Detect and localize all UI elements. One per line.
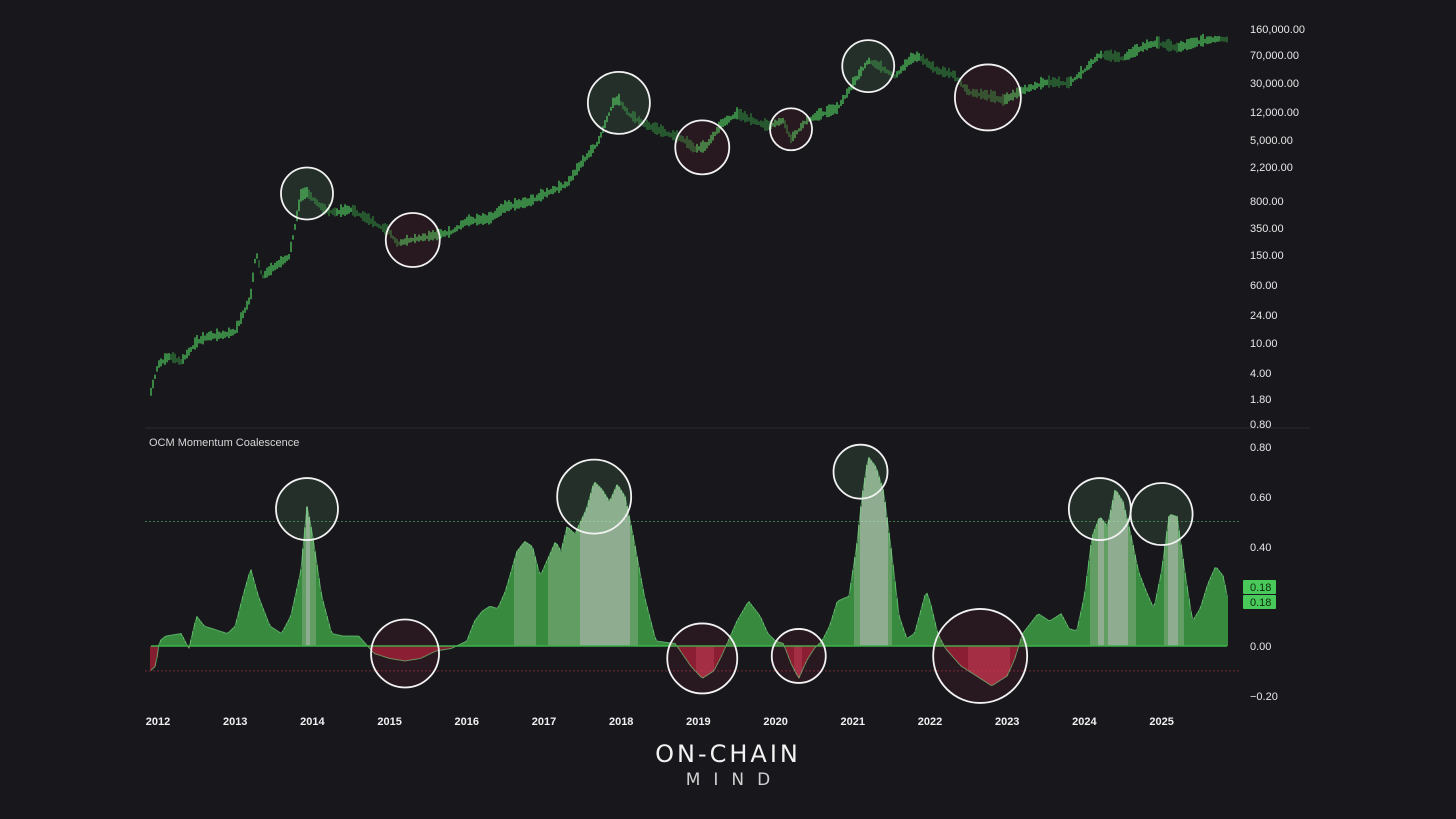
price-y-tick-label: 10.00 <box>1250 338 1278 350</box>
oscillator-y-tick-label: 0.80 <box>1250 442 1271 454</box>
last-value-badge <box>1243 595 1276 609</box>
price-y-tick-label: 12,000.00 <box>1250 107 1299 119</box>
osc-trough-highlight-circle <box>770 628 827 684</box>
x-tick-label-year: 2023 <box>995 716 1019 728</box>
price-peak-highlight-circle <box>280 166 334 221</box>
price-y-tick-label: 5,000.00 <box>1250 135 1293 147</box>
x-tick-label-year: 2024 <box>1072 716 1097 728</box>
price-y-tick-label: 2,200.00 <box>1250 162 1293 174</box>
oscillator-y-tick-label: 0.60 <box>1250 492 1271 504</box>
oscillator-title: OCM Momentum Coalescence <box>149 437 299 449</box>
x-tick-label-year: 2017 <box>532 716 556 728</box>
oscillator-y-tick-label: 0.00 <box>1250 641 1271 653</box>
osc-peak-highlight-circle <box>832 443 889 500</box>
oscillator-y-tick-label: 0.40 <box>1250 542 1271 554</box>
osc-peak-highlight-circle <box>556 458 633 535</box>
price-y-tick-label: 30,000.00 <box>1250 78 1299 90</box>
last-value-badge-text: 0.18 <box>1250 582 1271 594</box>
osc-peak-highlight-circle <box>1129 482 1194 546</box>
osc-peak-highlight-circle <box>1067 477 1132 541</box>
x-tick-label-year: 2025 <box>1149 716 1173 728</box>
oscillator-panel <box>150 456 1228 686</box>
osc-trough-highlight-circle <box>666 622 739 695</box>
price-y-tick-label: 60.00 <box>1250 280 1278 292</box>
last-value-badge <box>1243 580 1276 594</box>
x-tick-label-year: 2020 <box>763 716 787 728</box>
price-y-tick-label: 1.80 <box>1250 394 1271 406</box>
x-tick-label-year: 2015 <box>377 716 401 728</box>
annotation-layer <box>275 39 1194 704</box>
x-tick-label-year: 2022 <box>918 716 942 728</box>
price-trough-highlight-circle <box>384 212 441 268</box>
price-y-tick-label: 150.00 <box>1250 250 1284 262</box>
price-y-tick-label: 0.80 <box>1250 419 1271 431</box>
x-tick-label-year: 2019 <box>686 716 710 728</box>
brand-logo: ON-CHAIN MIND <box>0 740 1456 790</box>
brand-line-1: ON-CHAIN <box>655 740 801 768</box>
oscillator-y-tick-label: −0.20 <box>1250 691 1278 703</box>
axis-layer: 160,000.00 70,000.00 30,000.00 12,000.00 5,0… <box>146 24 1305 728</box>
last-value-badge-text: 0.18 <box>1250 597 1271 609</box>
osc-trough-highlight-circle <box>932 608 1029 704</box>
oscillator-outline <box>150 456 1228 686</box>
osc-peak-highlight-circle <box>275 477 339 541</box>
x-tick-label-year: 2012 <box>146 716 170 728</box>
osc-trough-highlight-circle <box>370 618 440 689</box>
x-tick-label-year: 2013 <box>223 716 247 728</box>
x-tick-label-year: 2018 <box>609 716 633 728</box>
x-tick-label-year: 2016 <box>455 716 479 728</box>
price-y-tick-label: 70,000.00 <box>1250 50 1299 62</box>
price-y-tick-label: 4.00 <box>1250 368 1271 380</box>
x-tick-label-year: 2021 <box>841 716 865 728</box>
price-y-tick-label: 160,000.00 <box>1250 24 1305 36</box>
price-trough-highlight-circle <box>674 119 731 176</box>
grid-layer <box>145 427 1310 672</box>
price-panel <box>150 33 1228 396</box>
brand-line-2: MIND <box>685 770 784 790</box>
price-trough-highlight-circle <box>769 107 813 152</box>
price-y-tick-label: 800.00 <box>1250 196 1284 208</box>
price-peak-highlight-circle <box>841 39 896 94</box>
x-tick-label-year: 2014 <box>300 716 325 728</box>
price-peak-highlight-circle <box>586 70 651 135</box>
price-y-tick-label: 350.00 <box>1250 223 1284 235</box>
price-trough-highlight-circle <box>954 63 1022 132</box>
price-y-tick-label: 24.00 <box>1250 310 1278 322</box>
